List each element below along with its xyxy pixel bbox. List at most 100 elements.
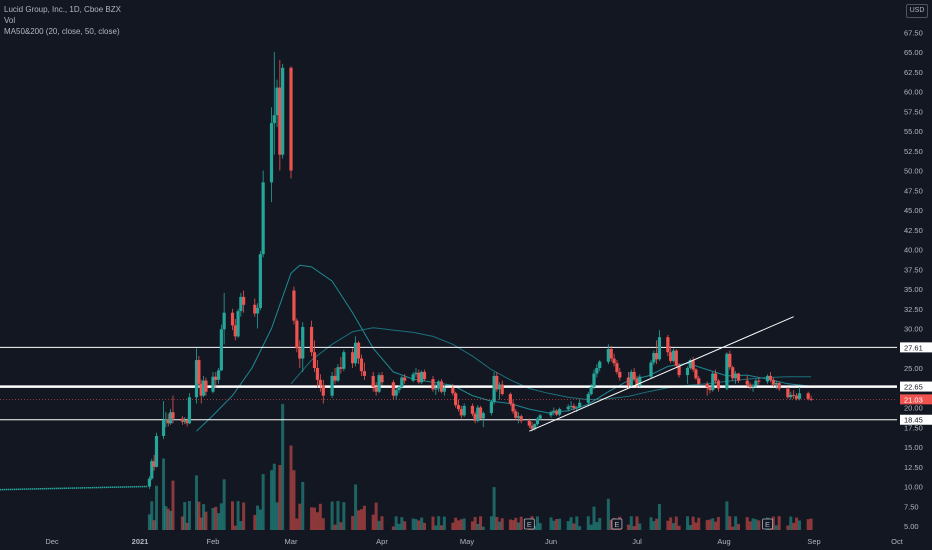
candle xyxy=(194,348,199,404)
candle xyxy=(272,52,276,155)
volume-bar xyxy=(498,521,502,530)
candle-body xyxy=(371,375,375,387)
volume-bar xyxy=(705,520,709,530)
candle xyxy=(705,381,709,396)
volume-bar xyxy=(777,516,781,530)
candle-body xyxy=(657,337,662,360)
candle xyxy=(697,375,701,386)
candle xyxy=(671,348,676,363)
candle-body xyxy=(691,360,695,370)
candle xyxy=(371,371,375,392)
candle xyxy=(527,418,531,429)
candle xyxy=(301,322,305,372)
candle-body xyxy=(414,372,418,375)
candle xyxy=(292,286,296,325)
candle xyxy=(185,418,189,427)
candle-body xyxy=(586,394,590,403)
candle xyxy=(391,379,395,400)
candle xyxy=(792,390,796,399)
volume-bar xyxy=(261,474,265,530)
volume-bar xyxy=(171,480,175,530)
volume-bar xyxy=(258,509,262,530)
volume-bar xyxy=(185,522,189,530)
candle-body xyxy=(166,419,170,424)
volume-bar xyxy=(535,516,539,530)
ma50-line xyxy=(290,327,812,401)
candle xyxy=(154,432,159,468)
candle xyxy=(470,403,475,417)
volume-bar xyxy=(669,517,673,530)
candle-body xyxy=(431,379,435,390)
level-tag-label: 27.61 xyxy=(904,343,923,352)
volume-bar xyxy=(508,519,512,530)
candle-body xyxy=(456,405,461,410)
y-tick-label: 52.50 xyxy=(904,147,923,156)
volume-bar xyxy=(440,525,443,530)
volume-bar xyxy=(292,470,296,530)
candle-body xyxy=(194,360,199,398)
level-tag-label: 22.65 xyxy=(904,383,923,392)
candle xyxy=(716,379,720,392)
candle xyxy=(669,345,673,364)
candle-body xyxy=(400,377,404,387)
candle xyxy=(708,385,712,394)
candle-body xyxy=(183,420,187,422)
volume-bar xyxy=(473,517,477,530)
chart-legend: Lucid Group, Inc., 1D, Cboe BZX Vol MA50… xyxy=(4,4,121,37)
candle xyxy=(615,360,619,375)
candle xyxy=(757,377,761,385)
candle-body xyxy=(397,386,401,391)
volume-bar xyxy=(180,516,184,530)
candle xyxy=(374,382,378,396)
y-tick-label: 55.00 xyxy=(904,127,923,136)
candle-body xyxy=(806,393,810,399)
candle xyxy=(171,395,175,424)
candle-body xyxy=(318,379,322,386)
volume-bar xyxy=(686,516,690,530)
volume-bar xyxy=(236,501,240,530)
volume-bar xyxy=(674,516,678,530)
candle-body xyxy=(473,413,477,421)
volume-bar xyxy=(214,506,218,530)
candle-body xyxy=(197,360,201,384)
currency-button[interactable]: USD xyxy=(906,4,928,18)
volume-bar xyxy=(315,512,319,530)
volume-bar xyxy=(657,504,661,530)
volume-bar xyxy=(566,521,570,530)
volume-bar xyxy=(423,522,426,530)
candle xyxy=(612,353,616,367)
last-price-tag xyxy=(900,394,932,405)
level-tag xyxy=(900,342,932,353)
volume-bar xyxy=(275,502,279,530)
candle-body xyxy=(516,416,521,418)
volume-bar xyxy=(414,519,418,530)
candle-body xyxy=(618,371,622,378)
candle-body xyxy=(671,350,676,361)
candle-body xyxy=(716,380,720,389)
volume-bar xyxy=(289,445,293,530)
candle-body xyxy=(201,380,206,396)
y-tick-label: 37.50 xyxy=(904,265,923,274)
volume-bar xyxy=(792,522,796,530)
y-tick-label: 5.00 xyxy=(904,522,919,531)
candle-body xyxy=(230,312,235,326)
candle xyxy=(492,371,496,405)
trendline xyxy=(529,316,794,432)
y-tick-label: 20.00 xyxy=(904,404,923,413)
x-tick-label: Apr xyxy=(376,537,388,546)
volume-bar xyxy=(359,509,363,530)
candle-body xyxy=(258,254,262,308)
candle xyxy=(728,350,732,370)
candle xyxy=(476,405,480,423)
volume-bar xyxy=(233,525,237,530)
volume-bar xyxy=(164,506,168,530)
candle xyxy=(765,374,770,384)
ma20-line xyxy=(196,264,812,432)
candle xyxy=(150,458,154,481)
candle-body xyxy=(797,393,802,399)
candle-body xyxy=(242,296,246,305)
y-tick-label: 42.50 xyxy=(904,226,923,235)
candle-body xyxy=(289,67,293,171)
candle-body xyxy=(253,304,257,314)
